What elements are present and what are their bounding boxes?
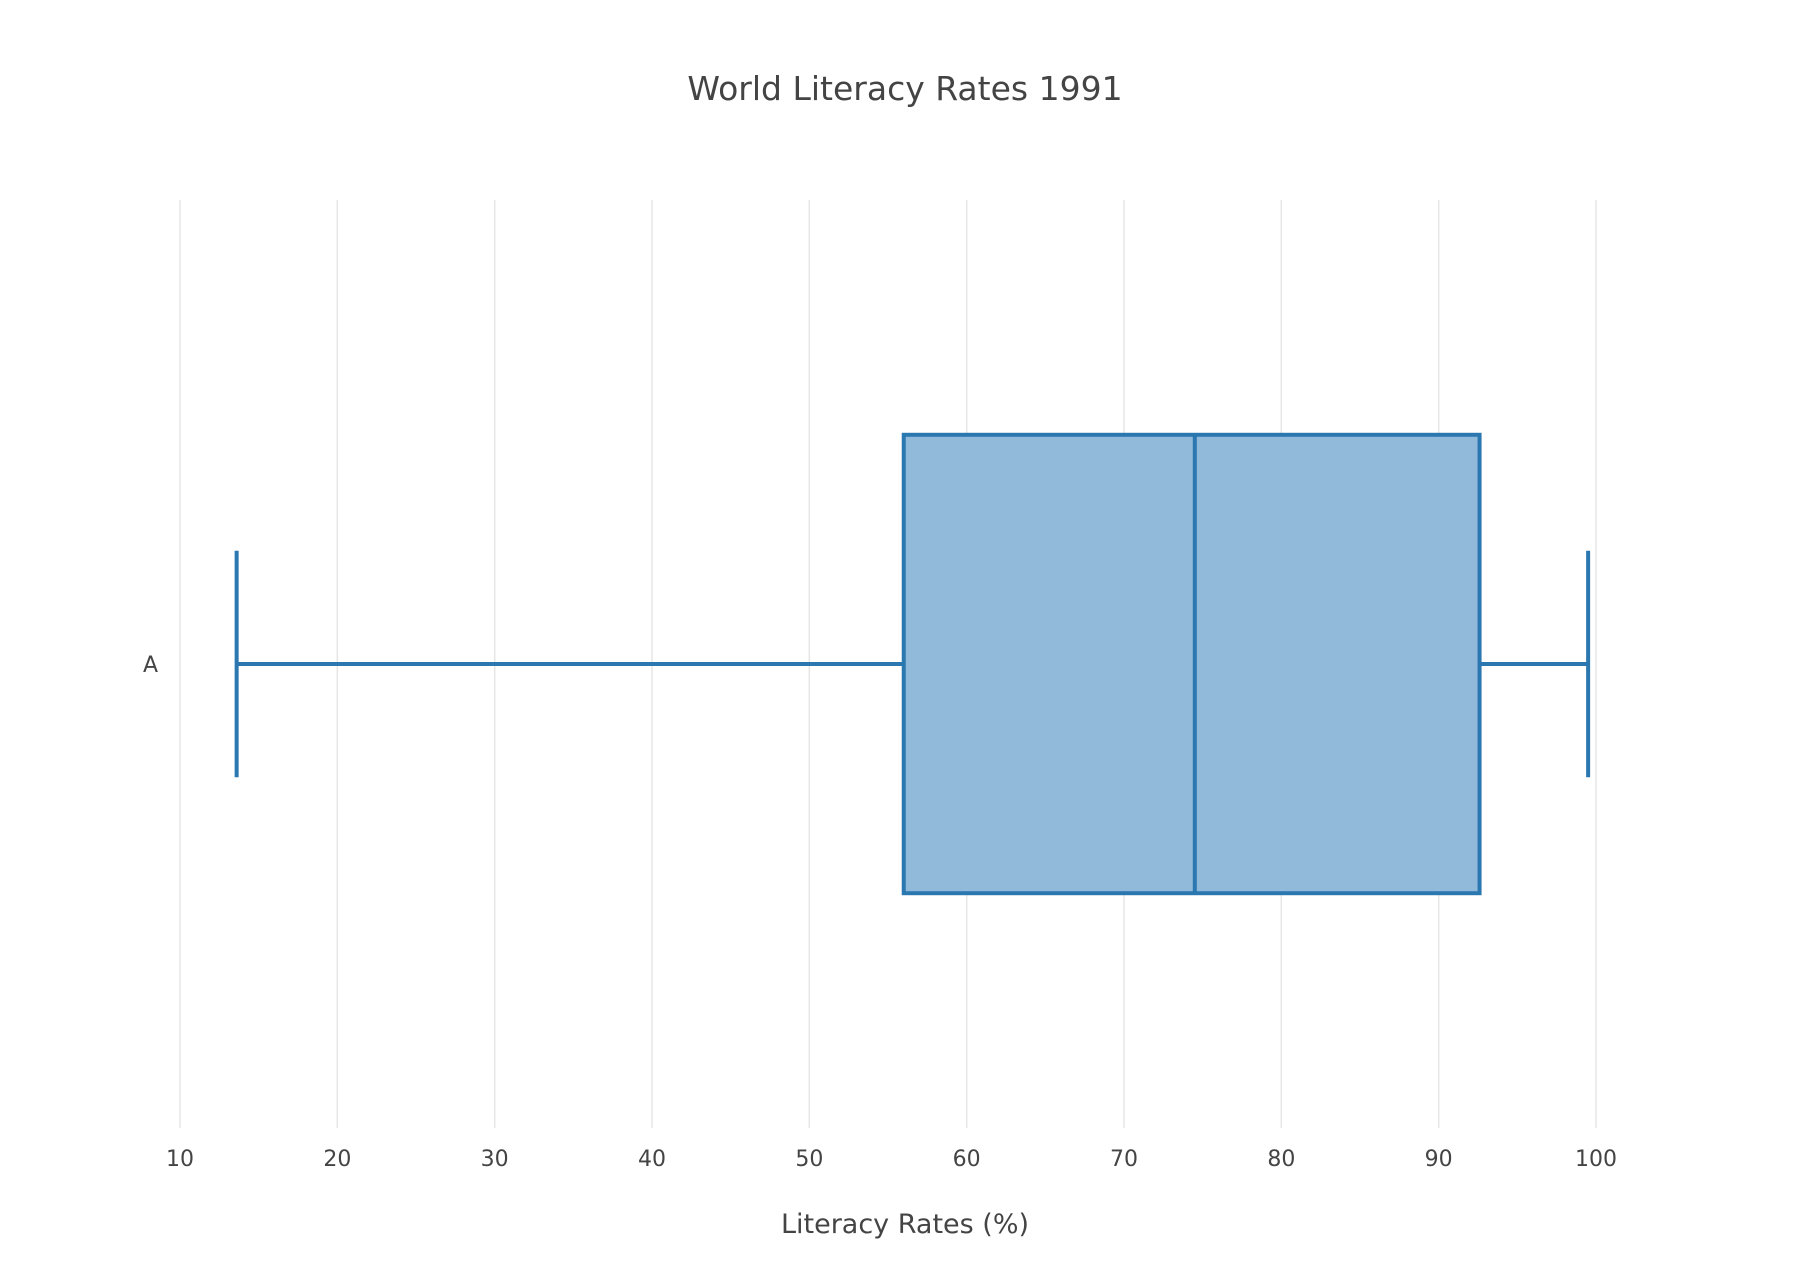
x-tick-label-30: 30 xyxy=(481,1147,509,1172)
y-axis-ticks: A xyxy=(143,653,158,678)
x-axis-ticks: 10 20 30 40 50 60 70 80 90 100 xyxy=(166,1147,1617,1172)
x-tick-label-100: 100 xyxy=(1575,1147,1617,1172)
box-iqr xyxy=(901,432,1482,896)
x-tick-label-90: 90 xyxy=(1425,1147,1453,1172)
x-axis-title: Literacy Rates (%) xyxy=(781,1209,1029,1240)
x-tick-label-70: 70 xyxy=(1110,1147,1138,1172)
x-tick-label-10: 10 xyxy=(166,1147,194,1172)
chart-title: World Literacy Rates 1991 xyxy=(687,69,1122,108)
x-tick-label-20: 20 xyxy=(323,1147,351,1172)
x-tick-label-50: 50 xyxy=(795,1147,823,1172)
box-group-A xyxy=(234,432,1591,896)
x-tick-label-80: 80 xyxy=(1267,1147,1295,1172)
x-tick-label-60: 60 xyxy=(953,1147,981,1172)
y-tick-label-A: A xyxy=(143,653,158,678)
x-tick-label-40: 40 xyxy=(638,1147,666,1172)
box-series xyxy=(234,432,1591,896)
